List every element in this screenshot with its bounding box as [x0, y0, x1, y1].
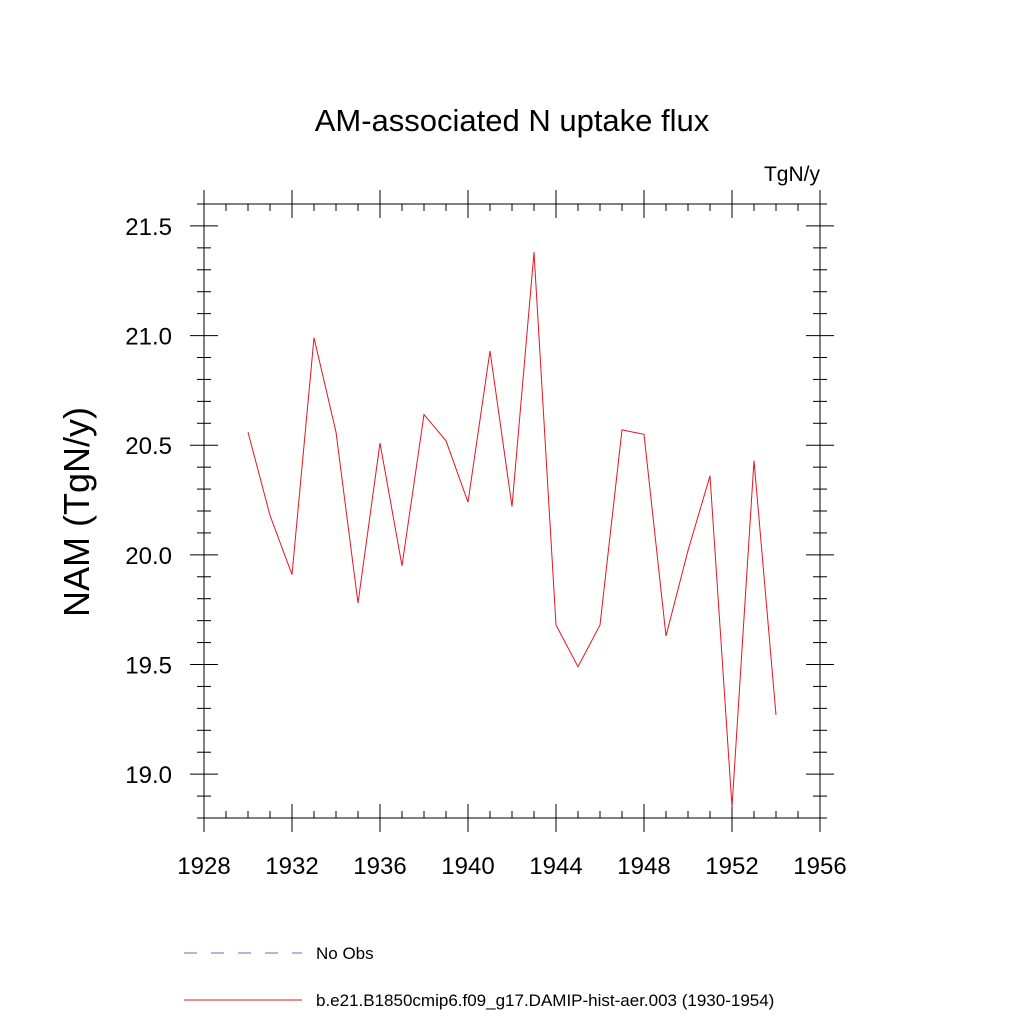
- x-tick-label-1956: 1956: [793, 853, 846, 880]
- series-layer: [247, 252, 777, 808]
- y-tick-label-21: 21.0: [125, 324, 172, 351]
- series-line-0: [247, 252, 777, 808]
- legend-label-model-run: b.e21.B1850cmip6.f09_g17.DAMIP-hist-aer.…: [316, 991, 774, 1010]
- x-tick-label-1932: 1932: [265, 853, 318, 880]
- y-tick-label-20: 20.0: [125, 543, 172, 570]
- legend-item-no-obs: No Obs: [184, 944, 374, 963]
- y-axis-tick-labels: 19.0 19.5 20.0 20.5 21.0 21.5: [125, 214, 172, 789]
- x-tick-label-1944: 1944: [529, 853, 582, 880]
- y-axis-label: NAM (TgN/y): [56, 407, 97, 617]
- x-tick-label-1952: 1952: [705, 853, 758, 880]
- legend-item-model-run: b.e21.B1850cmip6.f09_g17.DAMIP-hist-aer.…: [184, 991, 774, 1010]
- y-tick-label-19: 19.0: [125, 762, 172, 789]
- x-tick-label-1928: 1928: [177, 853, 230, 880]
- x-axis-ticks: [203, 190, 821, 832]
- y-axis-ticks: [190, 203, 834, 819]
- x-tick-label-1936: 1936: [353, 853, 406, 880]
- legend: No Obs b.e21.B1850cmip6.f09_g17.DAMIP-hi…: [184, 944, 774, 1010]
- x-tick-label-1948: 1948: [617, 853, 670, 880]
- x-axis-tick-labels: 1928 1932 1936 1940 1944 1948 1952 1956: [177, 853, 846, 880]
- x-tick-label-1940: 1940: [441, 853, 494, 880]
- y-tick-label-21-5: 21.5: [125, 214, 172, 241]
- legend-label-no-obs: No Obs: [316, 944, 374, 963]
- y-tick-label-20-5: 20.5: [125, 433, 172, 460]
- units-label: TgN/y: [764, 163, 821, 186]
- y-tick-label-19-5: 19.5: [125, 653, 172, 680]
- plot-frame: [203, 203, 821, 819]
- chart-title: AM-associated N uptake flux: [315, 103, 710, 138]
